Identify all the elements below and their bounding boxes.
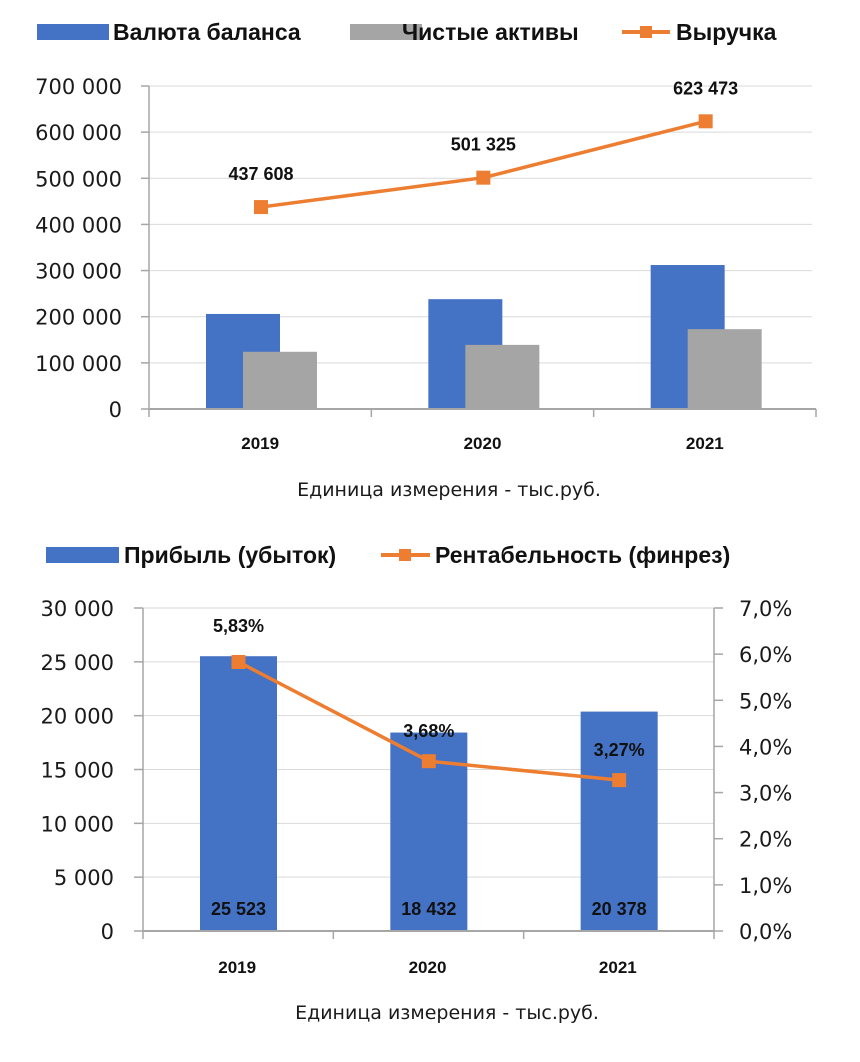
bar-net-assets-2020 — [465, 344, 540, 409]
y-tick-label: 20 000 — [41, 705, 114, 729]
y-tick-label: 300 000 — [35, 260, 122, 284]
legend-item-net-assets: Чистые активы — [350, 19, 579, 45]
x-tick-label: 2020 — [464, 434, 502, 453]
y2-tick-label: 1,0% — [739, 874, 792, 898]
legend-item-profitability: Рентабельность (финрез) — [381, 542, 730, 568]
data-label-revenue: 623 473 — [673, 78, 738, 98]
y2-tick-label: 0,0% — [739, 920, 792, 944]
x-tick-label: 2019 — [218, 958, 256, 977]
x-axis-title: Единица измерения - тыс.руб. — [295, 1002, 599, 1024]
legend-marker-swatch — [399, 549, 411, 561]
legend-label: Прибыль (убыток) — [124, 542, 336, 568]
data-label-revenue: 437 608 — [228, 164, 293, 184]
y-tick-label: 400 000 — [35, 213, 122, 237]
marker-revenue-2020 — [476, 170, 491, 185]
legend-chart-2: Прибыль (убыток) Рентабельность (финрез) — [46, 542, 730, 568]
legend-item-balance: Валюта баланса — [37, 19, 301, 45]
y2-tick-label: 5,0% — [739, 689, 792, 713]
y2-tick-label: 2,0% — [739, 828, 792, 852]
data-label-profitability: 5,83% — [213, 616, 264, 636]
y2-tick-label: 7,0% — [739, 597, 792, 621]
legend-label: Выручка — [676, 19, 777, 45]
data-label-profit: 18 432 — [401, 899, 456, 919]
legend-label: Чистые активы — [402, 19, 579, 45]
legend-label: Рентабельность (финрез) — [435, 542, 730, 568]
y-tick-label: 25 000 — [41, 651, 114, 675]
legend-swatch — [350, 24, 422, 40]
x-tick-label: 2021 — [599, 958, 637, 977]
data-label-profit: 25 523 — [211, 899, 266, 919]
legend-label: Валюта баланса — [113, 19, 301, 45]
legend-swatch — [37, 24, 109, 40]
chart-1-balance-revenue: Валюта баланса Чистые активы Выручка 0 100 0… — [35, 19, 817, 501]
legend-swatch — [46, 547, 119, 563]
bar-net-assets-2021 — [687, 329, 762, 409]
y-tick-label: 0 — [109, 398, 122, 422]
data-label-profit: 20 378 — [592, 899, 647, 919]
y2-tick-label: 6,0% — [739, 643, 792, 667]
legend-item-profit: Прибыль (убыток) — [46, 542, 336, 568]
data-label-profitability: 3,27% — [594, 740, 645, 760]
x-tick-label: 2021 — [686, 434, 724, 453]
marker-revenue-2019 — [254, 200, 268, 215]
y2-tick-label: 3,0% — [739, 782, 792, 806]
marker-profitability-2020 — [421, 754, 436, 769]
legend-item-revenue: Выручка — [622, 19, 777, 45]
x-tick-label: 2020 — [409, 958, 447, 977]
x-axis-title: Единица измерения - тыс.руб. — [297, 479, 601, 501]
legend-marker-swatch — [640, 26, 652, 38]
y-tick-label: 500 000 — [35, 167, 122, 191]
y-tick-label: 30 000 — [41, 597, 114, 621]
y-tick-label: 600 000 — [35, 121, 122, 145]
bar-profit-2021 — [580, 711, 658, 931]
y-tick-label: 700 000 — [35, 75, 122, 99]
y-tick-label: 200 000 — [35, 306, 122, 330]
data-label-revenue: 501 325 — [451, 135, 516, 155]
y-tick-label: 15 000 — [41, 759, 114, 783]
marker-revenue-2021 — [698, 114, 713, 129]
bar-profit-2019 — [200, 656, 277, 931]
marker-profitability-2021 — [612, 773, 627, 788]
marker-profitability-2019 — [231, 654, 246, 669]
y-tick-label: 5 000 — [54, 866, 114, 890]
y-tick-label: 10 000 — [41, 812, 114, 836]
y2-tick-label: 4,0% — [739, 735, 792, 759]
x-tick-label: 2019 — [241, 434, 279, 453]
bar-net-assets-2019 — [243, 351, 317, 409]
y-tick-label: 0 — [101, 920, 114, 944]
legend-chart-1: Валюта баланса Чистые активы Выручка — [37, 19, 777, 45]
data-label-profitability: 3,68% — [403, 721, 454, 741]
y-tick-label: 100 000 — [35, 352, 122, 376]
chart-2-profit-profitability: Прибыль (убыток) Рентабельность (финрез) 0… — [41, 542, 793, 1024]
